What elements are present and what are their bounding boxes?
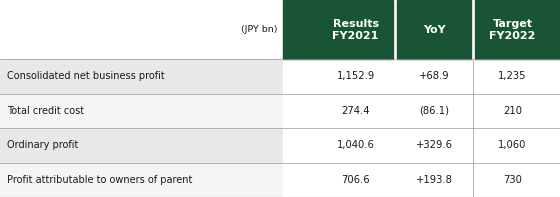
Text: Results
FY2021: Results FY2021 [333,19,379,41]
Text: Profit attributable to owners of parent: Profit attributable to owners of parent [7,175,192,185]
Text: Consolidated net business profit: Consolidated net business profit [7,71,165,81]
Bar [0,59,283,94]
Bar [0,128,283,163]
Bar [283,0,393,59]
Bar [0,163,283,197]
Text: 1,040.6: 1,040.6 [337,140,375,150]
Bar [283,94,560,128]
Text: 1,060: 1,060 [498,140,526,150]
Text: +329.6: +329.6 [416,140,452,150]
Bar [283,128,560,163]
Bar [475,0,560,59]
Text: 1,152.9: 1,152.9 [337,71,375,81]
Text: (JPY bn): (JPY bn) [241,25,277,34]
Text: Target
FY2022: Target FY2022 [489,19,535,41]
Text: (86.1): (86.1) [419,106,449,116]
Bar [283,59,560,94]
Text: 706.6: 706.6 [341,175,370,185]
Text: Ordinary profit: Ordinary profit [7,140,78,150]
Bar [0,0,283,59]
Text: +68.9: +68.9 [419,71,449,81]
Text: +193.8: +193.8 [416,175,452,185]
Text: 1,235: 1,235 [498,71,526,81]
Bar [0,94,283,128]
Text: YoY: YoY [423,25,445,34]
Bar [397,0,471,59]
Text: 210: 210 [503,106,522,116]
Text: Total credit cost: Total credit cost [7,106,84,116]
Text: 730: 730 [503,175,522,185]
Bar [283,163,560,197]
Text: 274.4: 274.4 [342,106,370,116]
